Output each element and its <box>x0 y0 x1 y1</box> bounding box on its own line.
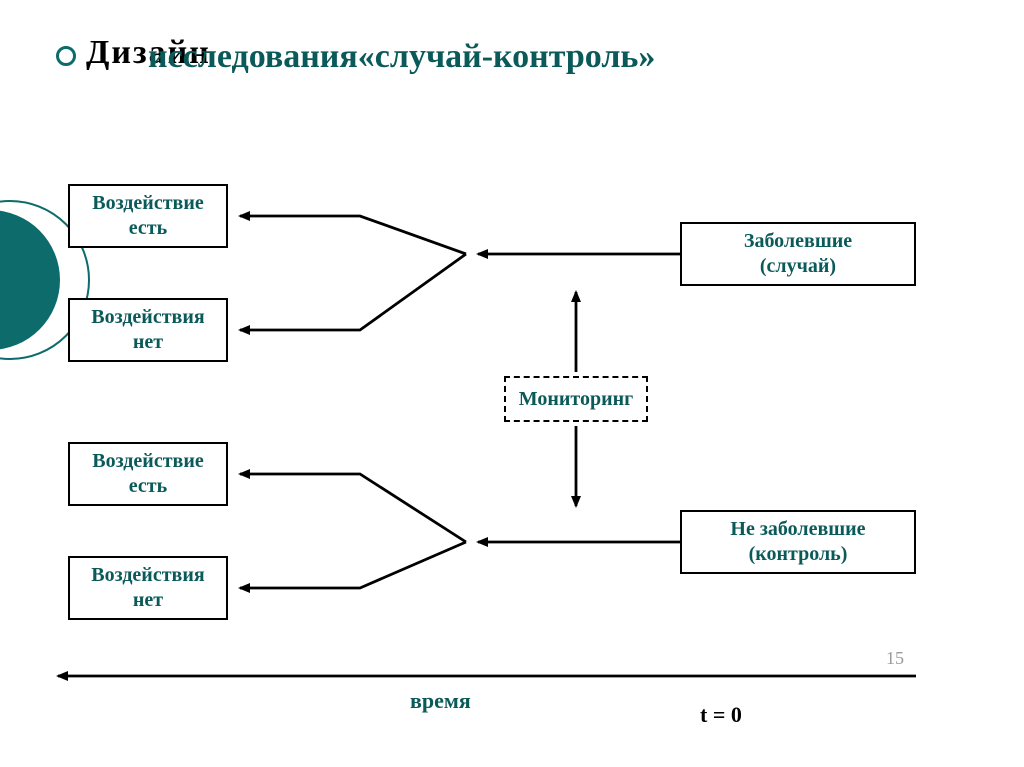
time-axis-label: время <box>410 688 471 714</box>
node-exposure-no-top: Воздействиянет <box>68 298 228 362</box>
node-controls: Не заболевшие(контроль) <box>680 510 916 574</box>
node-exposure-yes-bottom: Воздействиеесть <box>68 442 228 506</box>
bullet-icon <box>56 46 76 66</box>
page-number: 15 <box>886 648 904 669</box>
node-monitoring: Мониторинг <box>504 376 648 422</box>
node-exposure-no-bottom: Воздействиянет <box>68 556 228 620</box>
node-cases: Заболевшие(случай) <box>680 222 916 286</box>
slide-title-2: исследования«случай-контроль» <box>148 38 655 76</box>
time-origin-label: t = 0 <box>700 702 742 728</box>
node-exposure-yes-top: Воздействиеесть <box>68 184 228 248</box>
